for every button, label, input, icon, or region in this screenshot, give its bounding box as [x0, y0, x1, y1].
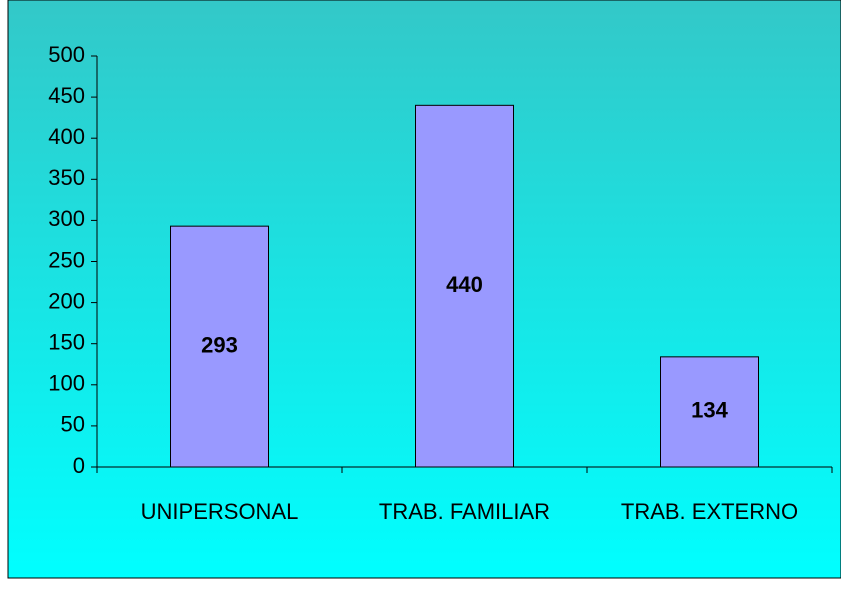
- y-tick-label: 200: [48, 288, 85, 313]
- y-tick-label: 350: [48, 165, 85, 190]
- value-label: 134: [691, 398, 728, 423]
- x-tick-label-box: TRAB. FAMILIAR: [378, 499, 551, 524]
- x-tick-label: TRAB. FAMILIAR: [378, 499, 551, 524]
- x-tick-label-box: UNIPERSONAL: [140, 499, 299, 524]
- y-tick-label: 250: [48, 247, 85, 272]
- y-tick-label: 450: [48, 83, 85, 108]
- bar: [170, 225, 269, 468]
- y-tick-label: 300: [48, 206, 85, 231]
- x-tick-label-box: TRAB. EXTERNO: [620, 499, 799, 524]
- value-label: 293: [201, 332, 238, 357]
- value-label: 440: [446, 272, 483, 297]
- y-tick-label: 500: [48, 42, 85, 67]
- y-tick-label: 0: [73, 453, 85, 478]
- y-tick-label: 100: [48, 371, 85, 396]
- bar: [660, 356, 759, 468]
- x-tick-label: TRAB. EXTERNO: [620, 499, 799, 524]
- x-tick-label: UNIPERSONAL: [140, 499, 299, 524]
- y-tick-label: 150: [48, 330, 85, 355]
- bar: [415, 104, 514, 468]
- y-tick-label: 400: [48, 124, 85, 149]
- y-tick-label: 50: [61, 412, 85, 437]
